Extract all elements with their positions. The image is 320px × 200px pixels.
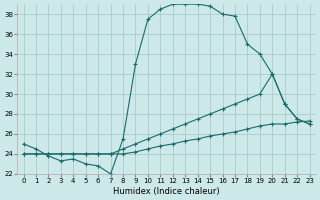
- X-axis label: Humidex (Indice chaleur): Humidex (Indice chaleur): [113, 187, 220, 196]
